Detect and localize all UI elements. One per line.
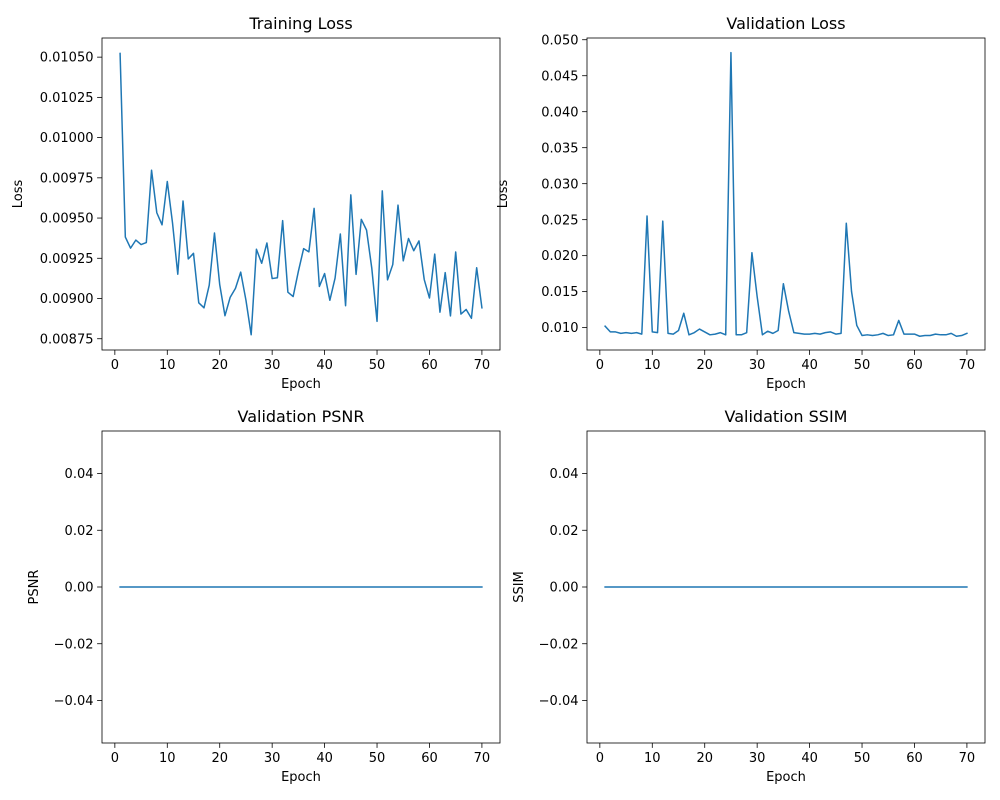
validation-ssim-x-tick-label: 50 (854, 751, 871, 766)
training-loss-y-tick-label: 0.01000 (40, 131, 94, 146)
validation-ssim-x-axis-label: Epoch (766, 770, 806, 785)
validation-ssim-y-tick-label: 0.00 (550, 581, 579, 596)
validation-ssim-y-tick-label: −0.02 (539, 637, 579, 652)
validation-loss-title: Validation Loss (726, 14, 845, 33)
training-loss-y-tick-label: 0.01050 (40, 51, 94, 66)
validation-loss-y-tick-label: 0.035 (541, 141, 578, 156)
training-loss-y-tick-label: 0.00875 (40, 332, 94, 347)
validation-ssim-x-tick-label: 70 (959, 751, 976, 766)
validation-psnr-x-tick-label: 40 (316, 751, 333, 766)
validation-loss-x-tick-label: 50 (854, 358, 871, 373)
subplot-grid: 0 10 20 30 40 50 60 70 0.00875 0.00900 0.00925 0.00… (11, 14, 986, 785)
training-loss-y-tick-label: 0.01025 (40, 91, 94, 106)
validation-loss-x-tick-label: 70 (959, 358, 976, 373)
training-loss-x-tick-label: 0 (111, 358, 119, 373)
validation-loss-axes-frame (586, 37, 986, 351)
validation-loss-y-tick-label: 0.030 (541, 177, 578, 192)
validation-ssim-y-tick-label: −0.04 (539, 694, 579, 709)
validation-ssim-y-tick-label: 0.04 (550, 467, 579, 482)
validation-loss-y-tick-label: 0.025 (541, 213, 578, 228)
validation-psnr-title: Validation PSNR (238, 407, 365, 426)
validation-loss-y-tick-label: 0.050 (541, 33, 578, 48)
validation-ssim-x-tick-label: 30 (749, 751, 766, 766)
validation-psnr-x-tick-label: 0 (111, 751, 119, 766)
validation-psnr-x-tick-label: 30 (264, 751, 281, 766)
validation-loss-y-tick-label: 0.020 (541, 249, 578, 264)
training-loss-x-tick-label: 40 (316, 358, 333, 373)
validation-ssim-x-tick-label: 20 (696, 751, 713, 766)
validation-psnr-x-axis-label: Epoch (281, 770, 321, 785)
validation-loss-y-axis-label: Loss (496, 180, 511, 209)
training-loss-x-tick-label: 60 (421, 358, 438, 373)
validation-psnr-y-tick-label: 0.04 (65, 467, 94, 482)
validation-loss-y-tick-label: 0.045 (541, 69, 578, 84)
training-loss-x-tick-label: 70 (474, 358, 491, 373)
validation-loss-x-tick-label: 60 (906, 358, 923, 373)
validation-loss-x-tick-label: 20 (696, 358, 713, 373)
validation-loss-y-tick-label: 0.010 (541, 321, 578, 336)
validation-ssim-subplot: 0 10 20 30 40 50 60 70 −0.04 −0.02 0.00 0.02 0.04 Val… (512, 407, 986, 785)
validation-psnr-y-tick-label: −0.04 (54, 694, 94, 709)
validation-ssim-x-tick-label: 10 (644, 751, 661, 766)
training-loss-series-line (119, 52, 483, 336)
validation-loss-subplot: 0 10 20 30 40 50 60 70 0.010 0.015 0.020 0.025 0.030… (496, 14, 986, 392)
training-loss-axes-frame (101, 37, 501, 351)
training-loss-y-axis-label: Loss (11, 180, 26, 209)
training-loss-y-tick-label: 0.00925 (40, 252, 94, 267)
validation-psnr-subplot: 0 10 20 30 40 50 60 70 −0.04 −0.02 0.00 0.02 0.04 Val… (27, 407, 501, 785)
validation-ssim-y-axis-label: SSIM (512, 571, 527, 603)
validation-psnr-x-tick-label: 10 (159, 751, 176, 766)
validation-loss-y-tick-label: 0.015 (541, 285, 578, 300)
training-loss-x-axis-label: Epoch (281, 377, 321, 392)
training-loss-y-tick-label: 0.00900 (40, 292, 94, 307)
training-loss-y-tick-label: 0.00950 (40, 212, 94, 227)
validation-loss-x-tick-label: 30 (749, 358, 766, 373)
training-loss-x-tick-label: 20 (211, 358, 228, 373)
validation-psnr-y-tick-label: 0.02 (65, 524, 94, 539)
validation-loss-x-tick-label: 0 (596, 358, 604, 373)
training-loss-x-tick-label: 30 (264, 358, 281, 373)
validation-loss-y-tick-label: 0.040 (541, 105, 578, 120)
validation-loss-x-axis-label: Epoch (766, 377, 806, 392)
training-loss-title: Training Loss (248, 14, 352, 33)
training-loss-subplot: 0 10 20 30 40 50 60 70 0.00875 0.00900 0.00925 0.00… (11, 14, 501, 392)
validation-psnr-x-tick-label: 60 (421, 751, 438, 766)
validation-psnr-y-tick-label: 0.00 (65, 581, 94, 596)
validation-ssim-y-tick-label: 0.02 (550, 524, 579, 539)
validation-psnr-x-tick-label: 20 (211, 751, 228, 766)
validation-psnr-y-axis-label: PSNR (27, 570, 42, 605)
validation-psnr-x-tick-label: 70 (474, 751, 491, 766)
validation-loss-series-line (604, 51, 968, 337)
training-loss-y-tick-label: 0.00975 (40, 171, 94, 186)
validation-loss-x-tick-label: 10 (644, 358, 661, 373)
validation-ssim-title: Validation SSIM (725, 407, 848, 426)
validation-psnr-x-tick-label: 50 (369, 751, 386, 766)
validation-psnr-y-tick-label: −0.02 (54, 637, 94, 652)
validation-ssim-x-tick-label: 0 (596, 751, 604, 766)
validation-ssim-x-tick-label: 60 (906, 751, 923, 766)
validation-loss-x-tick-label: 40 (801, 358, 818, 373)
training-loss-x-tick-label: 50 (369, 358, 386, 373)
validation-ssim-x-tick-label: 40 (801, 751, 818, 766)
training-loss-x-tick-label: 10 (159, 358, 176, 373)
